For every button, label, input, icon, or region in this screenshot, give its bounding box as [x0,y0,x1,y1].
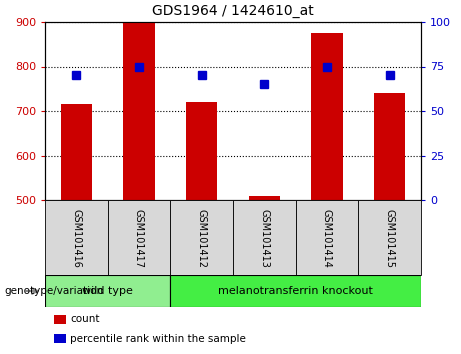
Title: GDS1964 / 1424610_at: GDS1964 / 1424610_at [152,4,314,18]
Bar [233,200,296,275]
Bar [61,104,92,200]
Bar [170,200,233,275]
Text: percentile rank within the sample: percentile rank within the sample [71,334,246,344]
Text: GSM101417: GSM101417 [134,209,144,268]
Text: GSM101412: GSM101412 [197,209,207,268]
Bar [358,200,421,275]
Bar [45,200,108,275]
Bar [374,93,405,200]
Bar [311,33,343,200]
Bar [124,22,155,200]
Bar [170,275,421,307]
Text: melanotransferrin knockout: melanotransferrin knockout [218,286,373,296]
Bar [296,200,358,275]
Text: GSM101413: GSM101413 [260,209,269,268]
Text: GSM101415: GSM101415 [384,209,395,268]
Text: genotype/variation: genotype/variation [5,286,104,296]
Bar [45,275,170,307]
Text: GSM101414: GSM101414 [322,209,332,268]
Bar [186,102,217,200]
Bar [108,200,170,275]
Bar [248,195,280,200]
Text: GSM101416: GSM101416 [71,209,81,268]
Text: wild type: wild type [82,286,133,296]
Text: count: count [71,314,100,324]
